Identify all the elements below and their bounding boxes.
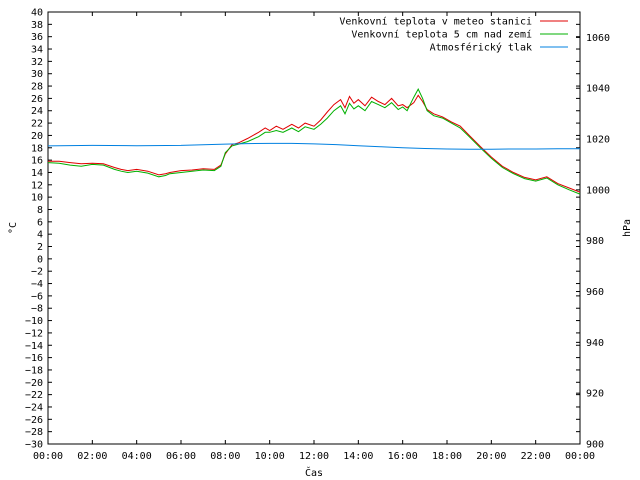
x-tick-label: 04:00 [122,451,152,462]
y-tick-label: −2 [31,267,43,278]
x-tick-label: 10:00 [255,451,285,462]
y-tick-label: −30 [25,440,43,451]
x-axis-label: Čas [305,466,323,479]
y-tick-label: 30 [31,69,43,80]
y2-axis-ticks: 900 920 940 960 980 1000 1020 1040 1060 [576,33,610,451]
y-tick-label: −16 [25,353,43,364]
x-tick-label: 20:00 [476,451,506,462]
x-tick-label: 06:00 [166,451,196,462]
y-tick-label: −12 [25,328,43,339]
y2-tick-label: 1020 [586,135,610,146]
x-tick-label: 18:00 [432,451,462,462]
y-tick-label: 0 [37,254,43,265]
x-tick-label: 22:00 [521,451,551,462]
y2-tick-label: 1040 [586,84,610,95]
y-tick-label: −8 [31,304,43,315]
y2-tick-label: 1060 [586,33,610,44]
y-tick-label: 24 [31,106,43,117]
y2-tick-label: 960 [586,287,604,298]
series-line-1 [47,87,581,195]
y-tick-label: 20 [31,131,43,142]
y-tick-label: 22 [31,119,43,130]
y-tick-label: −10 [25,316,43,327]
y2-tick-label: 900 [586,440,604,451]
x-tick-label: 12:00 [299,451,329,462]
y-tick-label: −26 [25,415,43,426]
x-tick-label: 16:00 [388,451,418,462]
y-tick-label: −14 [25,341,43,352]
y2-tick-label: 1000 [586,185,610,196]
legend-label-2: Atmosférický tlak [430,42,532,54]
series-line-0 [48,94,581,193]
x-tick-label: 14:00 [343,451,373,462]
y-axis-ticks: −30−28−26−24−22−20−18−16−14−12−10−8−6−4−… [25,8,580,451]
y-tick-label: 26 [31,94,43,105]
x-tick-label: 00:00 [565,451,595,462]
y-tick-label: 6 [37,217,43,228]
y-tick-label: 14 [31,168,43,179]
y2-axis-label: hPa [622,219,633,237]
y-tick-label: −20 [25,378,43,389]
y2-tick-label: 940 [586,338,604,349]
y-tick-label: −6 [31,291,43,302]
y-tick-label: −22 [25,390,43,401]
y-tick-label: 2 [37,242,43,253]
y-tick-label: 40 [31,8,43,19]
y-tick-label: 4 [37,230,43,241]
x-tick-label: 00:00 [33,451,63,462]
x-tick-label: 02:00 [77,451,107,462]
legend-label-1: Venkovní teplota 5 cm nad zemí [351,29,532,41]
legend-label-0: Venkovní teplota v meteo stanici [339,16,532,28]
y-tick-label: −24 [25,402,43,413]
y-tick-label: 28 [31,82,43,93]
y-tick-label: 10 [31,193,43,204]
x-tick-label: 08:00 [210,451,240,462]
y-tick-label: 18 [31,143,43,154]
y2-tick-label: 980 [586,236,604,247]
y-tick-label: 12 [31,180,43,191]
y-axis-label: °C [8,222,19,234]
y-tick-label: 34 [31,45,43,56]
legend: Venkovní teplota v meteo staniciVenkovní… [339,16,568,54]
y-tick-label: 38 [31,20,43,31]
y-tick-label: −4 [31,279,43,290]
y-tick-label: 32 [31,57,43,68]
plot-frame [47,11,581,445]
x-axis-ticks: 00:00 02:00 04:00 06:00 08:00 10:00 12:00 14:00… [33,12,595,462]
y-tick-label: −28 [25,427,43,438]
y2-tick-label: 920 [586,389,604,400]
y-tick-label: 36 [31,32,43,43]
y-tick-label: −18 [25,365,43,376]
y-tick-label: 16 [31,156,43,167]
y-tick-label: 8 [37,205,43,216]
series-lines [47,87,581,195]
series-line-2 [47,142,580,150]
